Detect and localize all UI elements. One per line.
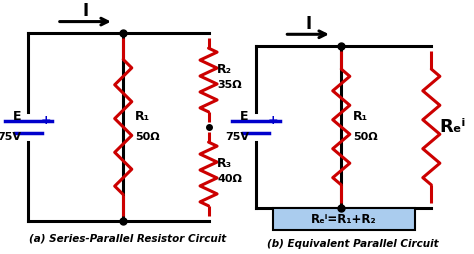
FancyBboxPatch shape (273, 208, 415, 230)
Text: 35Ω: 35Ω (217, 80, 242, 90)
Text: E: E (240, 110, 249, 123)
Text: I: I (305, 15, 311, 33)
Text: R₃: R₃ (217, 157, 232, 170)
Text: +: + (268, 114, 278, 127)
Text: 50Ω: 50Ω (135, 132, 160, 142)
Text: 75V: 75V (225, 132, 249, 142)
Text: +: + (40, 114, 51, 127)
Text: (b) Equivalent Parallel Circuit: (b) Equivalent Parallel Circuit (267, 239, 439, 249)
Text: (a) Series-Parallel Resistor Circuit: (a) Series-Parallel Resistor Circuit (29, 234, 227, 244)
Text: 75V: 75V (0, 132, 21, 142)
Text: 40Ω: 40Ω (217, 174, 242, 184)
Text: Rₑⁱ=R₁+R₂: Rₑⁱ=R₁+R₂ (311, 213, 376, 226)
Text: 50Ω: 50Ω (353, 132, 378, 142)
Text: R₂: R₂ (217, 63, 232, 76)
Text: E: E (13, 110, 21, 123)
Text: R₁: R₁ (135, 110, 150, 123)
Text: R₁: R₁ (353, 110, 368, 123)
Text: Rₑⁱ: Rₑⁱ (440, 118, 466, 136)
Text: I: I (82, 3, 88, 20)
